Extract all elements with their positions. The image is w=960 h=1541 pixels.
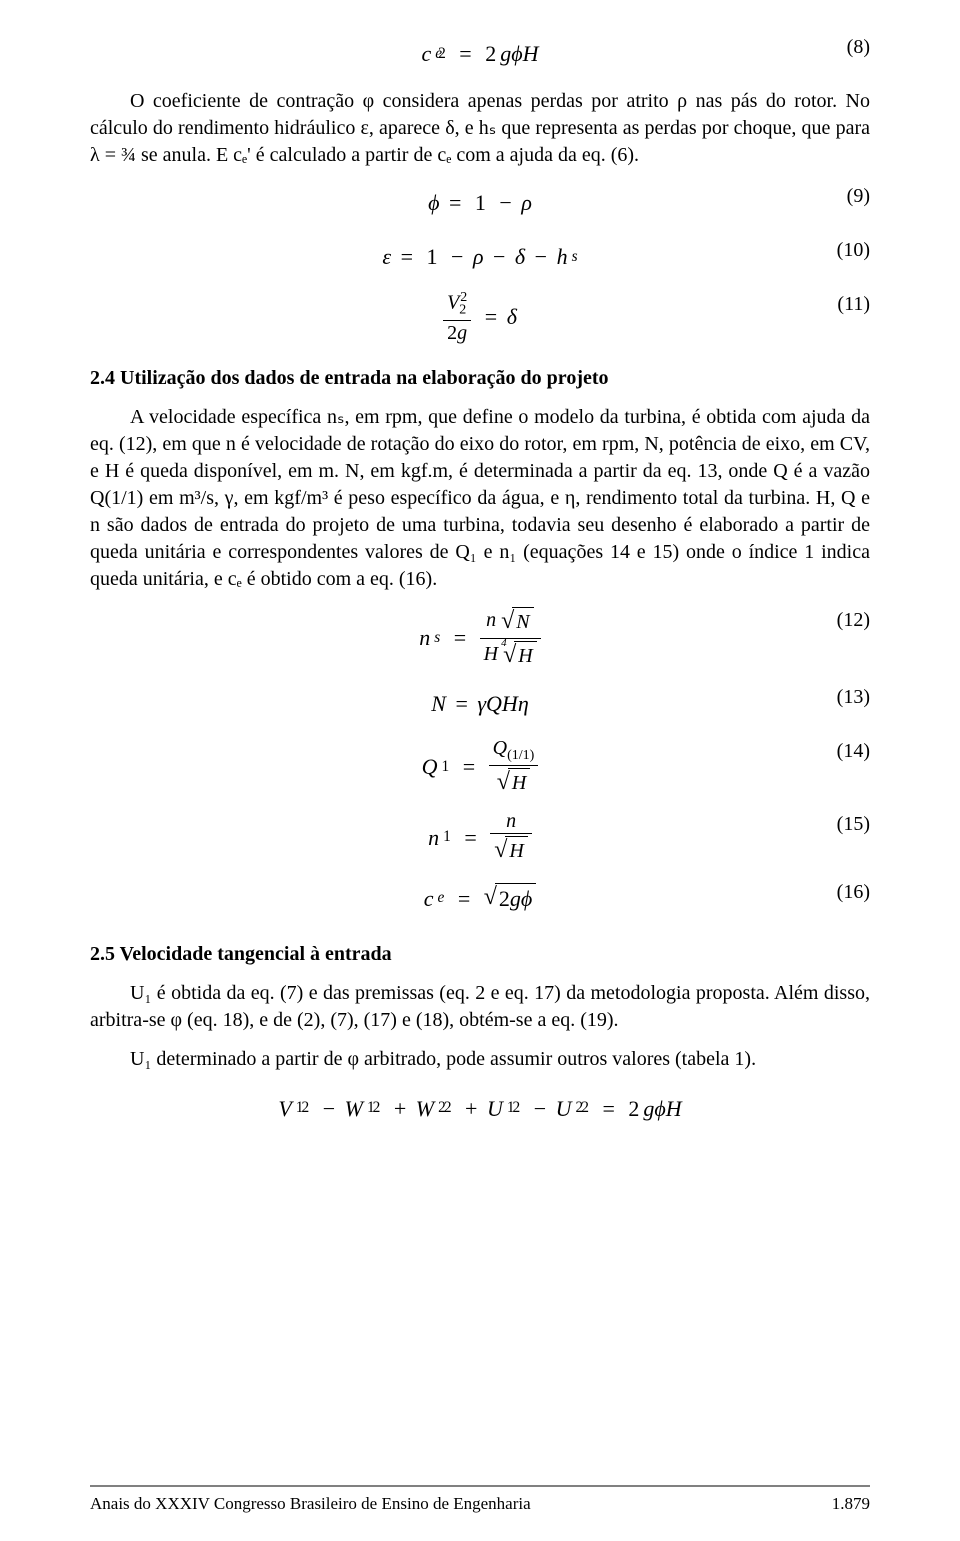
- equation-10: ε = 1 − ρ − δ − hs (10): [90, 237, 870, 277]
- paragraph-3: U₁ é obtida da eq. (7) e das premissas (…: [90, 980, 870, 1034]
- footer-left-text: Anais do XXXIV Congresso Brasileiro de E…: [90, 1493, 531, 1516]
- equation-14-number: (14): [837, 738, 870, 765]
- equation-16-number: (16): [837, 879, 870, 906]
- equation-10-number: (10): [837, 237, 870, 264]
- paragraph-2: A velocidade específica nₛ, em rpm, que …: [90, 404, 870, 593]
- equation-9: ϕ = 1 − ρ (9): [90, 183, 870, 223]
- equation-14: Q1 = Q(1/1) √H (14): [90, 738, 870, 797]
- heading-2-5: 2.5 Velocidade tangencial à entrada: [90, 941, 870, 968]
- equation-15-number: (15): [837, 811, 870, 838]
- footer-page-number: 1.879: [832, 1493, 870, 1516]
- equation-8-number: (8): [847, 34, 870, 61]
- equation-11-number: (11): [837, 291, 870, 318]
- equation-9-number: (9): [847, 183, 870, 210]
- heading-2-4: 2.4 Utilização dos dados de entrada na e…: [90, 365, 870, 392]
- page-footer: Anais do XXXIV Congresso Brasileiro de E…: [90, 1485, 870, 1516]
- paragraph-4: U₁ determinado a partir de φ arbitrado, …: [90, 1046, 870, 1073]
- equation-13-number: (13): [837, 684, 870, 711]
- equation-unnumbered: V12 − W12 + W22 + U12 − U22 = 2gϕH: [90, 1089, 870, 1129]
- equation-12-number: (12): [837, 607, 870, 634]
- equation-15: n1 = n √H (15): [90, 811, 870, 865]
- equation-11: V22 2g = δ (11): [90, 291, 870, 343]
- equation-12: ns = n √N H 4√H (12): [90, 607, 870, 670]
- equation-8: ce2 = 2gϕH (8): [90, 34, 870, 74]
- equation-13: N = γQHη (13): [90, 684, 870, 724]
- equation-16: ce = √2gϕ (16): [90, 879, 870, 919]
- page: ce2 = 2gϕH (8) O coeficiente de contraçã…: [0, 0, 960, 1541]
- paragraph-1: O coeficiente de contração φ considera a…: [90, 88, 870, 169]
